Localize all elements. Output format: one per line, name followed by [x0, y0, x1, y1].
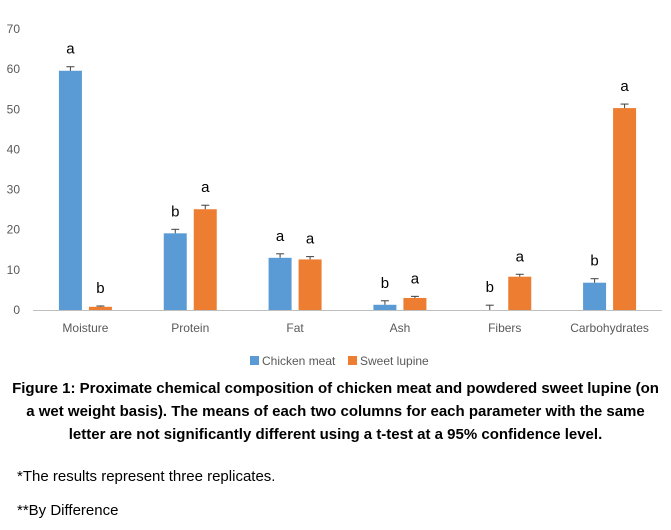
bar-chicken-meat	[163, 233, 187, 310]
bar-chicken-meat	[583, 282, 607, 310]
legend-label: Sweet lupine	[360, 354, 429, 368]
bar-chicken-meat	[58, 70, 82, 311]
significance-letter: b	[171, 203, 179, 220]
significance-letter: a	[620, 78, 629, 95]
y-tick-label: 20	[7, 223, 21, 237]
y-axis-ticks: 0 10 20 30 40 50 60 70	[7, 22, 21, 317]
y-tick-label: 0	[13, 303, 20, 317]
significance-letter: a	[306, 231, 315, 248]
figure-caption: Figure 1: Proximate chemical composition…	[12, 380, 659, 443]
x-tick-label: Fat	[286, 321, 304, 335]
significance-letter: a	[201, 179, 210, 196]
y-tick-label: 60	[7, 62, 21, 76]
bar-sweet-lupine	[193, 209, 217, 310]
bar-sweet-lupine	[403, 297, 427, 310]
x-tick-label: Ash	[390, 321, 411, 335]
y-tick-label: 30	[7, 183, 21, 197]
x-tick-label: Carbohydrates	[570, 321, 649, 335]
significance-letter: a	[516, 248, 525, 265]
significance-letter: a	[411, 270, 420, 287]
y-tick-label: 10	[7, 263, 21, 277]
y-tick-label: 50	[7, 102, 21, 116]
bars-layer: a b b a a a b a b a b a	[58, 41, 637, 311]
legend: Chicken meat Sweet lupine	[250, 354, 429, 368]
legend-label: Chicken meat	[262, 354, 336, 368]
bar-chart: 0 10 20 30 40 50 60 70 a b b a a a b a b a b a Moisture Pro…	[7, 22, 662, 368]
x-tick-label: Moisture	[62, 321, 108, 335]
bar-sweet-lupine	[88, 306, 112, 310]
difference-note: **By Difference	[17, 502, 119, 519]
y-tick-label: 70	[7, 22, 21, 36]
bar-sweet-lupine	[613, 108, 637, 311]
significance-letter: b	[96, 280, 104, 297]
significance-letter: b	[486, 279, 494, 296]
y-tick-label: 40	[7, 142, 21, 156]
significance-letter: b	[590, 253, 598, 270]
x-tick-label: Protein	[171, 321, 209, 335]
bar-chicken-meat	[268, 257, 292, 310]
bar-chicken-meat	[373, 304, 397, 310]
x-axis-labels: Moisture Protein Fat Ash Fibers Carbohydrates	[62, 321, 649, 335]
significance-letter: a	[66, 41, 75, 58]
replicates-note: *The results represent three replicates.	[17, 468, 276, 485]
legend-swatch	[348, 356, 357, 365]
x-tick-label: Fibers	[488, 321, 521, 335]
bar-sweet-lupine	[508, 276, 532, 310]
bar-sweet-lupine	[298, 259, 322, 310]
significance-letter: a	[276, 228, 285, 245]
legend-swatch	[250, 356, 259, 365]
significance-letter: b	[381, 275, 389, 292]
